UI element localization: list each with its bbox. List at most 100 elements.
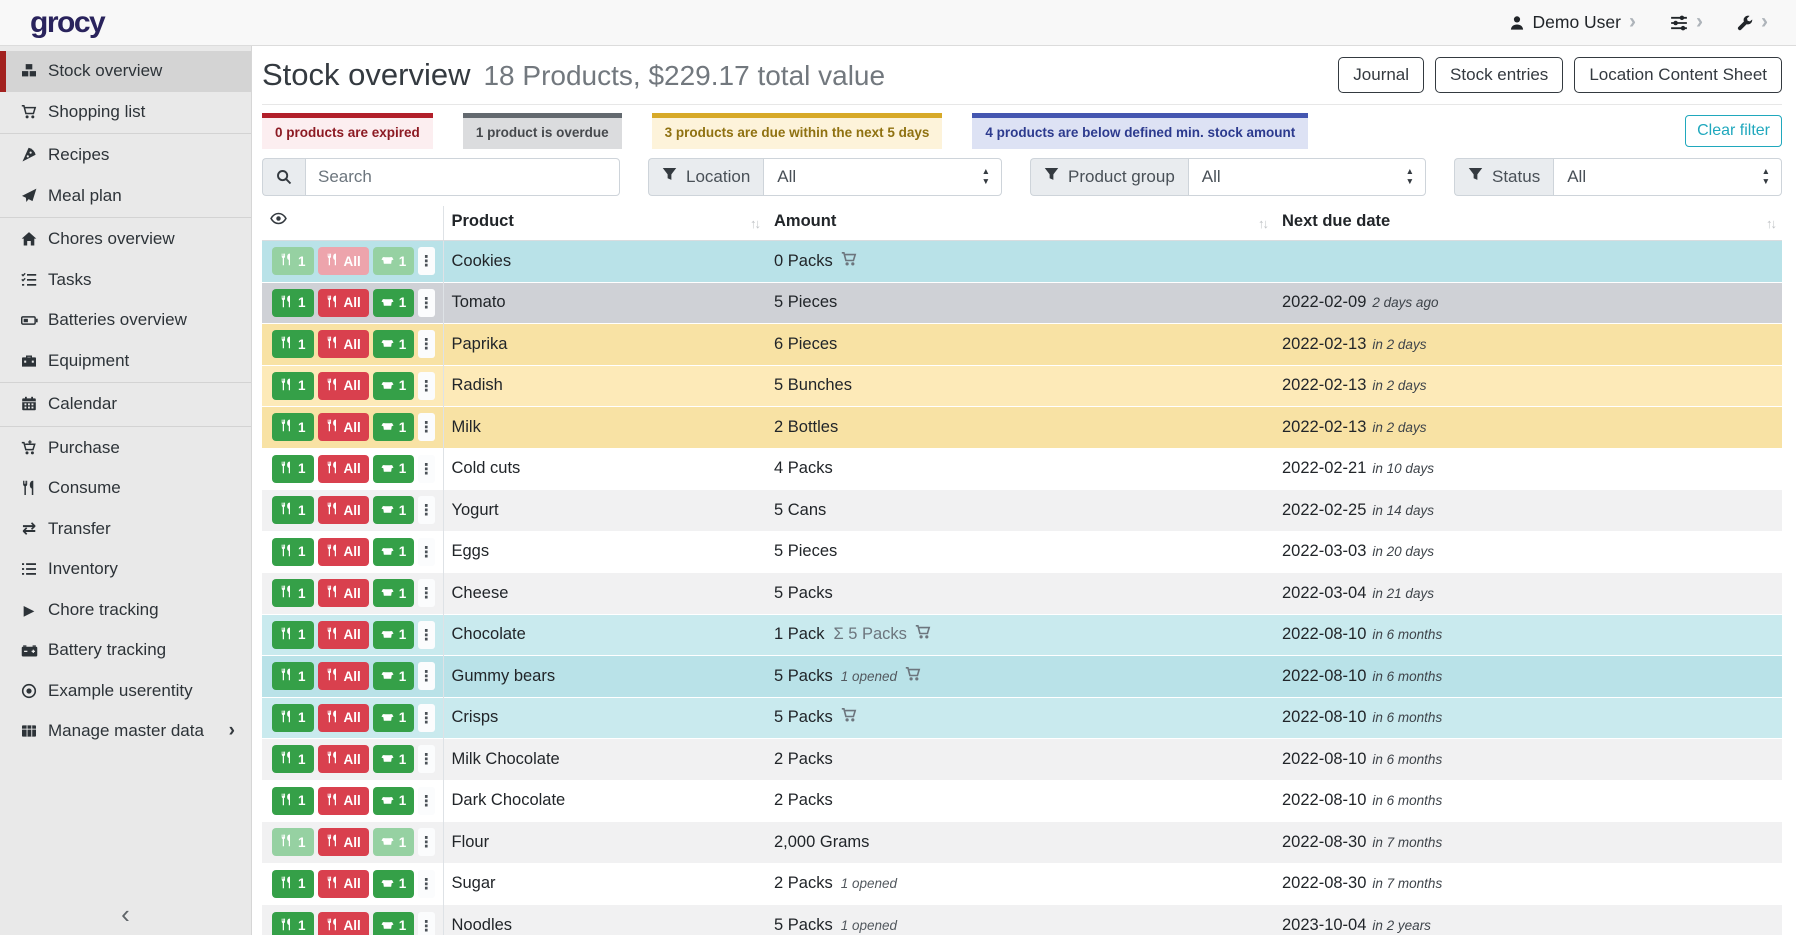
- column-header-next-due-date[interactable]: Next due date ↑↓: [1274, 206, 1782, 241]
- open-1-button[interactable]: 1: [372, 413, 415, 442]
- row-menu-button[interactable]: ⋮: [418, 288, 435, 317]
- sidebar-item-chores-overview[interactable]: Chores overview: [0, 219, 251, 260]
- consume-1-button[interactable]: 1: [272, 703, 314, 732]
- sidebar-item-shopping-list[interactable]: Shopping list: [0, 92, 251, 133]
- consume-1-button[interactable]: 1: [272, 371, 314, 400]
- row-menu-button[interactable]: ⋮: [418, 496, 435, 525]
- open-1-button[interactable]: 1: [372, 371, 415, 400]
- sidebar-item-manage-master-data[interactable]: Manage master data ›: [0, 711, 251, 752]
- search-input[interactable]: [305, 158, 620, 196]
- consume-1-button[interactable]: 1: [272, 247, 314, 276]
- sidebar-collapse-button[interactable]: ‹: [121, 899, 130, 929]
- consume-all-button[interactable]: All: [317, 662, 369, 691]
- user-menu[interactable]: Demo User ›: [1509, 11, 1636, 33]
- settings-menu[interactable]: ›: [1670, 11, 1703, 33]
- open-1-button[interactable]: 1: [372, 537, 415, 566]
- admin-menu[interactable]: ›: [1737, 11, 1768, 33]
- consume-all-button[interactable]: All: [317, 537, 369, 566]
- row-menu-button[interactable]: ⋮: [418, 745, 435, 774]
- row-menu-button[interactable]: ⋮: [418, 537, 435, 566]
- consume-1-button[interactable]: 1: [272, 579, 314, 608]
- open-1-button[interactable]: 1: [372, 330, 415, 359]
- open-1-button[interactable]: 1: [372, 911, 415, 935]
- open-1-button[interactable]: 1: [372, 786, 415, 815]
- sidebar-item-equipment[interactable]: Equipment: [0, 341, 251, 382]
- consume-all-button[interactable]: All: [317, 496, 369, 525]
- row-menu-button[interactable]: ⋮: [418, 454, 435, 483]
- open-1-button[interactable]: 1: [372, 662, 415, 691]
- row-menu-button[interactable]: ⋮: [418, 247, 435, 276]
- sidebar-item-calendar[interactable]: Calendar: [0, 384, 251, 425]
- location-content-sheet-button[interactable]: Location Content Sheet: [1574, 57, 1782, 93]
- row-menu-button[interactable]: ⋮: [418, 579, 435, 608]
- consume-1-button[interactable]: 1: [272, 869, 314, 898]
- consume-1-button[interactable]: 1: [272, 288, 314, 317]
- consume-all-button[interactable]: All: [317, 247, 369, 276]
- consume-1-button[interactable]: 1: [272, 496, 314, 525]
- consume-1-button[interactable]: 1: [272, 911, 314, 935]
- consume-1-button[interactable]: 1: [272, 828, 314, 857]
- consume-all-button[interactable]: All: [317, 371, 369, 400]
- sidebar-item-transfer[interactable]: ⇄ Transfer: [0, 509, 251, 550]
- column-header-product[interactable]: Product ↑↓: [443, 206, 766, 241]
- consume-all-button[interactable]: All: [317, 745, 369, 774]
- consume-all-button[interactable]: All: [317, 330, 369, 359]
- eye-icon[interactable]: [270, 210, 287, 232]
- open-1-button[interactable]: 1: [372, 288, 415, 317]
- sidebar-item-batteries-overview[interactable]: Batteries overview: [0, 300, 251, 341]
- product-group-select[interactable]: All ▲ ▼: [1187, 158, 1426, 196]
- open-1-button[interactable]: 1: [372, 496, 415, 525]
- consume-all-button[interactable]: All: [317, 828, 369, 857]
- row-menu-button[interactable]: ⋮: [418, 371, 435, 400]
- consume-1-button[interactable]: 1: [272, 745, 314, 774]
- row-menu-button[interactable]: ⋮: [418, 869, 435, 898]
- status-select[interactable]: All ▲ ▼: [1553, 158, 1782, 196]
- consume-1-button[interactable]: 1: [272, 454, 314, 483]
- journal-button[interactable]: Journal: [1338, 57, 1425, 93]
- open-1-button[interactable]: 1: [372, 869, 415, 898]
- sidebar-item-example-userentity[interactable]: Example userentity: [0, 671, 251, 712]
- open-1-button[interactable]: 1: [372, 247, 415, 276]
- row-menu-button[interactable]: ⋮: [418, 703, 435, 732]
- open-1-button[interactable]: 1: [372, 579, 415, 608]
- column-header-amount[interactable]: Amount ↑↓: [766, 206, 1274, 241]
- consume-1-button[interactable]: 1: [272, 537, 314, 566]
- consume-all-button[interactable]: All: [317, 786, 369, 815]
- row-menu-button[interactable]: ⋮: [418, 620, 435, 649]
- row-menu-button[interactable]: ⋮: [418, 662, 435, 691]
- consume-1-button[interactable]: 1: [272, 620, 314, 649]
- row-menu-button[interactable]: ⋮: [418, 330, 435, 359]
- consume-all-button[interactable]: All: [317, 869, 369, 898]
- consume-all-button[interactable]: All: [317, 288, 369, 317]
- open-1-button[interactable]: 1: [372, 454, 415, 483]
- consume-all-button[interactable]: All: [317, 413, 369, 442]
- consume-1-button[interactable]: 1: [272, 662, 314, 691]
- sidebar-item-stock-overview[interactable]: Stock overview: [0, 51, 251, 92]
- consume-all-button[interactable]: All: [317, 620, 369, 649]
- sidebar-item-consume[interactable]: Consume: [0, 468, 251, 509]
- open-1-button[interactable]: 1: [372, 745, 415, 774]
- consume-all-button[interactable]: All: [317, 454, 369, 483]
- consume-1-button[interactable]: 1: [272, 786, 314, 815]
- row-menu-button[interactable]: ⋮: [418, 828, 435, 857]
- row-menu-button[interactable]: ⋮: [418, 413, 435, 442]
- sidebar-item-battery-tracking[interactable]: Battery tracking: [0, 630, 251, 671]
- clear-filter-button[interactable]: Clear filter: [1685, 115, 1782, 147]
- sidebar-item-tasks[interactable]: Tasks: [0, 260, 251, 301]
- consume-1-button[interactable]: 1: [272, 330, 314, 359]
- grocy-logo[interactable]: grocy: [30, 5, 106, 39]
- row-menu-button[interactable]: ⋮: [418, 911, 435, 935]
- row-menu-button[interactable]: ⋮: [418, 786, 435, 815]
- consume-all-button[interactable]: All: [317, 911, 369, 935]
- location-select[interactable]: All ▲ ▼: [763, 158, 1002, 196]
- sidebar-item-inventory[interactable]: Inventory: [0, 549, 251, 590]
- sidebar-item-purchase[interactable]: Purchase: [0, 428, 251, 469]
- stock-entries-button[interactable]: Stock entries: [1435, 57, 1564, 93]
- open-1-button[interactable]: 1: [372, 620, 415, 649]
- sidebar-item-meal-plan[interactable]: Meal plan: [0, 176, 251, 217]
- consume-all-button[interactable]: All: [317, 579, 369, 608]
- consume-1-button[interactable]: 1: [272, 413, 314, 442]
- open-1-button[interactable]: 1: [372, 703, 415, 732]
- open-1-button[interactable]: 1: [372, 828, 415, 857]
- sidebar-item-chore-tracking[interactable]: ▶ Chore tracking: [0, 590, 251, 631]
